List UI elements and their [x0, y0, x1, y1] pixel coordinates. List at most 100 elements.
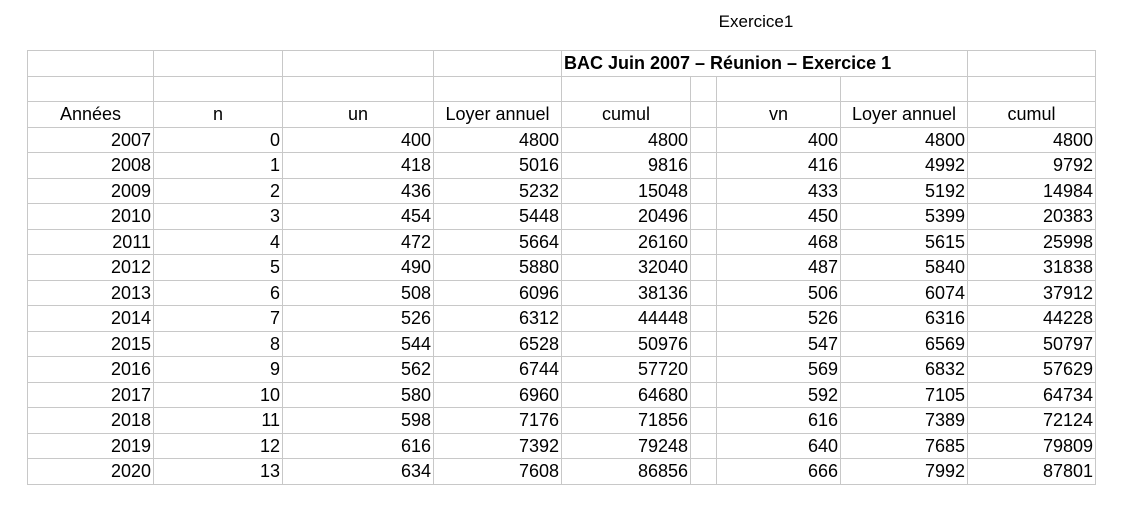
cell[interactable]: 5880	[433, 254, 562, 281]
cell[interactable]: 7389	[840, 407, 968, 434]
cell[interactable]: 6528	[433, 330, 562, 357]
cell[interactable]	[690, 177, 717, 204]
cell[interactable]: 2	[153, 177, 283, 204]
cell[interactable]: 38136	[561, 279, 691, 306]
cell[interactable]: 490	[282, 254, 434, 281]
cell[interactable]: 5399	[840, 203, 968, 230]
cell[interactable]: 12	[153, 432, 283, 459]
cell[interactable]: 526	[716, 305, 841, 332]
cell[interactable]: 418	[282, 152, 434, 179]
cell[interactable]: 5664	[433, 228, 562, 255]
cell[interactable]: 2013	[27, 279, 154, 306]
cell[interactable]: 487	[716, 254, 841, 281]
cell[interactable]: 2008	[27, 152, 154, 179]
cell[interactable]: 4800	[840, 126, 968, 153]
cell[interactable]: 416	[716, 152, 841, 179]
cell[interactable]: 11	[153, 407, 283, 434]
cell[interactable]: 2015	[27, 330, 154, 357]
cell[interactable]: 71856	[561, 407, 691, 434]
cell[interactable]: 616	[282, 432, 434, 459]
cell[interactable]: 25998	[967, 228, 1096, 255]
cell[interactable]: 2014	[27, 305, 154, 332]
cell[interactable]: 5	[153, 254, 283, 281]
cell[interactable]: 20496	[561, 203, 691, 230]
cell[interactable]: 598	[282, 407, 434, 434]
cell[interactable]: 6832	[840, 356, 968, 383]
cell[interactable]: 37912	[967, 279, 1096, 306]
cell[interactable]: 0	[153, 126, 283, 153]
cell[interactable]	[561, 75, 691, 102]
cell[interactable]	[27, 50, 154, 77]
cell[interactable]: 7105	[840, 381, 968, 408]
cell[interactable]: 2007	[27, 126, 154, 153]
cell[interactable]: 2009	[27, 177, 154, 204]
cell[interactable]: 7992	[840, 458, 968, 485]
cell[interactable]	[690, 254, 717, 281]
cell[interactable]	[690, 356, 717, 383]
cell[interactable]	[716, 75, 841, 102]
cell[interactable]: 433	[716, 177, 841, 204]
cell[interactable]: 592	[716, 381, 841, 408]
cell[interactable]: 10	[153, 381, 283, 408]
column-header[interactable]: Loyer annuel	[840, 101, 968, 128]
cell[interactable]: 9	[153, 356, 283, 383]
cell[interactable]	[690, 152, 717, 179]
cell[interactable]: 6074	[840, 279, 968, 306]
cell[interactable]: 616	[716, 407, 841, 434]
cell[interactable]: 5448	[433, 203, 562, 230]
cell[interactable]: 64734	[967, 381, 1096, 408]
cell[interactable]: 634	[282, 458, 434, 485]
cell[interactable]	[690, 305, 717, 332]
cell[interactable]: 2010	[27, 203, 154, 230]
cell[interactable]	[690, 203, 717, 230]
cell[interactable]: 5615	[840, 228, 968, 255]
cell[interactable]	[282, 75, 434, 102]
cell[interactable]	[282, 50, 434, 77]
cell[interactable]: 544	[282, 330, 434, 357]
cell[interactable]: 2018	[27, 407, 154, 434]
cell[interactable]: 6960	[433, 381, 562, 408]
cell[interactable]: 79248	[561, 432, 691, 459]
cell[interactable]: 6569	[840, 330, 968, 357]
cell[interactable]: 4800	[433, 126, 562, 153]
cell[interactable]: 4800	[967, 126, 1096, 153]
cell[interactable]: 31838	[967, 254, 1096, 281]
cell[interactable]: 526	[282, 305, 434, 332]
cell[interactable]	[433, 75, 562, 102]
cell[interactable]	[690, 279, 717, 306]
cell[interactable]	[967, 75, 1096, 102]
cell[interactable]: 6316	[840, 305, 968, 332]
cell[interactable]: 86856	[561, 458, 691, 485]
column-header[interactable]: n	[153, 101, 283, 128]
cell[interactable]: 666	[716, 458, 841, 485]
cell[interactable]: 562	[282, 356, 434, 383]
cell[interactable]: 6312	[433, 305, 562, 332]
cell[interactable]	[153, 75, 283, 102]
cell[interactable]: 454	[282, 203, 434, 230]
column-header[interactable]	[690, 101, 717, 128]
cell[interactable]: 6	[153, 279, 283, 306]
cell[interactable]: 32040	[561, 254, 691, 281]
cell[interactable]: 450	[716, 203, 841, 230]
cell[interactable]: 4992	[840, 152, 968, 179]
cell[interactable]: 44448	[561, 305, 691, 332]
column-header[interactable]: Loyer annuel	[433, 101, 562, 128]
cell[interactable]: 7176	[433, 407, 562, 434]
cell[interactable]: 547	[716, 330, 841, 357]
cell[interactable]	[690, 458, 717, 485]
cell[interactable]: 5192	[840, 177, 968, 204]
cell[interactable]	[690, 381, 717, 408]
cell[interactable]: 50797	[967, 330, 1096, 357]
cell[interactable]: 2020	[27, 458, 154, 485]
cell[interactable]: 2012	[27, 254, 154, 281]
cell[interactable]: 72124	[967, 407, 1096, 434]
cell[interactable]	[690, 228, 717, 255]
cell[interactable]: 2019	[27, 432, 154, 459]
cell[interactable]: 4800	[561, 126, 691, 153]
cell[interactable]: 87801	[967, 458, 1096, 485]
sheet-title-cell[interactable]: BAC Juin 2007 – Réunion – Exercice 1	[561, 50, 968, 77]
cell[interactable]: 580	[282, 381, 434, 408]
cell[interactable]: 2017	[27, 381, 154, 408]
cell[interactable]: 5232	[433, 177, 562, 204]
cell[interactable]: 64680	[561, 381, 691, 408]
